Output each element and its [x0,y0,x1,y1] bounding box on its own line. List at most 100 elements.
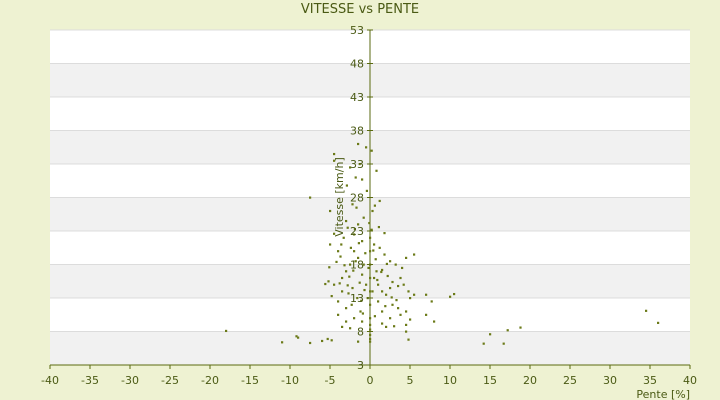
x-tick-label: -40 [41,374,59,387]
data-point [405,256,408,259]
data-point [357,142,360,146]
data-point [348,275,351,278]
y-tick-label: 28 [350,192,364,205]
x-tick-label: -15 [241,374,259,387]
x-tick-label: -25 [161,374,179,387]
data-point [371,209,374,213]
data-point [407,290,410,293]
data-point [506,329,509,332]
y-tick-label: 13 [350,292,364,305]
data-point [333,283,336,286]
x-tick-label: 20 [523,374,537,387]
data-point [401,266,404,270]
x-tick-label: -10 [281,374,299,387]
data-point [391,280,394,284]
x-tick-labels: -40 -35 -30 -25 -20 -15 -10 -5 0 5 10 15 20 25 30 35 40 [41,365,697,387]
data-point [353,317,356,320]
data-point [380,270,383,274]
data-point [374,258,377,261]
data-point [519,326,522,329]
data-point [337,300,340,303]
data-point [369,303,372,306]
data-point [376,278,379,282]
data-point [349,327,352,330]
x-tick-label: 25 [563,374,577,387]
data-point [370,149,373,152]
y-tick-label: 3 [357,359,364,372]
y-tick-label: 43 [350,91,364,104]
data-point [345,307,348,310]
data-point [381,322,384,325]
data-point [413,253,416,256]
data-point [394,263,397,266]
data-point [346,284,349,287]
data-point [381,268,384,272]
y-tick-label: 18 [350,259,364,272]
data-point [337,250,340,253]
data-point [372,249,375,252]
y-tick-label: 48 [350,58,364,71]
data-point [384,305,387,308]
data-point [378,246,381,249]
data-point [373,315,376,318]
data-point [645,309,648,312]
data-point [345,320,348,323]
x-tick-label: 5 [407,374,414,387]
data-point [355,206,358,209]
data-point [324,282,327,286]
x-tick-label: 40 [683,374,697,387]
data-point [365,189,368,192]
y-tick-label: 33 [350,158,364,171]
data-point [425,313,428,316]
data-point [407,338,410,341]
data-point [326,337,329,341]
data-point [449,295,452,298]
data-point [338,282,341,285]
y-tick-label: 23 [350,225,364,238]
data-point [351,203,354,206]
data-point [333,232,336,235]
data-point [381,290,384,293]
data-point [361,240,364,243]
x-tick-label: 35 [643,374,657,387]
data-point [402,283,405,286]
data-point [369,250,372,253]
data-point [354,176,357,179]
y-axis-label: Vitesse [km/h] [333,157,346,237]
data-point [333,152,336,156]
data-point [369,333,372,337]
data-point [373,204,376,207]
data-point [389,260,392,263]
y-tick-label: 8 [357,326,364,339]
data-point [353,250,356,253]
data-point [395,299,398,302]
data-point [489,333,492,336]
y-tick-label: 53 [350,24,364,37]
data-point [385,325,388,329]
data-point [405,310,408,313]
data-point [297,336,300,339]
data-point [377,283,380,286]
data-point [345,184,348,187]
data-point [360,299,363,302]
data-point [386,274,389,278]
data-point [357,242,360,245]
data-point [341,276,344,280]
data-point [309,196,312,199]
data-point [405,323,408,326]
data-point [361,273,364,276]
data-point [342,236,345,239]
data-point [351,286,354,290]
data-point [369,236,372,239]
data-point [340,243,343,246]
x-tick-label: 10 [443,374,457,387]
x-axis-label: Pente [%] [636,388,690,400]
data-point [369,276,372,280]
data-point [337,313,340,316]
data-point [369,317,372,320]
data-point [335,260,338,264]
data-point [361,320,364,323]
data-point [295,335,298,338]
data-point [225,329,228,333]
data-point [345,270,348,273]
